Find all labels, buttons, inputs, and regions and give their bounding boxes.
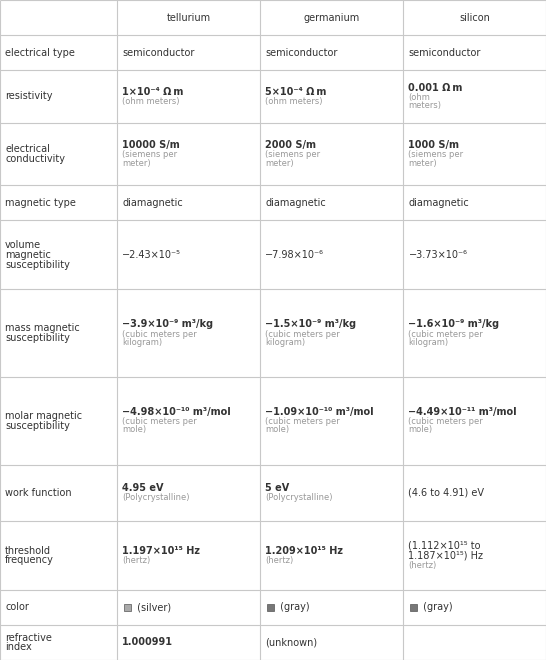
- Text: −4.49×10⁻¹¹ m³/mol: −4.49×10⁻¹¹ m³/mol: [408, 407, 517, 417]
- Text: 1000 S/m: 1000 S/m: [408, 140, 460, 150]
- Text: semiconductor: semiconductor: [122, 48, 195, 57]
- Text: kilogram): kilogram): [408, 338, 449, 346]
- Text: germanium: germanium: [304, 13, 360, 22]
- Text: mass magnetic: mass magnetic: [5, 323, 80, 333]
- Text: diamagnetic: diamagnetic: [408, 198, 469, 208]
- Text: 10000 S/m: 10000 S/m: [122, 140, 180, 150]
- Bar: [124, 604, 132, 611]
- Text: 0.001 Ω m: 0.001 Ω m: [408, 82, 463, 92]
- Text: −3.9×10⁻⁹ m³/kg: −3.9×10⁻⁹ m³/kg: [122, 319, 213, 329]
- Text: −1.09×10⁻¹⁰ m³/mol: −1.09×10⁻¹⁰ m³/mol: [265, 407, 374, 417]
- Text: resistivity: resistivity: [5, 92, 52, 102]
- Text: 1.197×10¹⁵ Hz: 1.197×10¹⁵ Hz: [122, 546, 200, 556]
- Text: refractive: refractive: [5, 632, 52, 643]
- Text: (cubic meters per: (cubic meters per: [265, 329, 340, 339]
- Text: work function: work function: [5, 488, 72, 498]
- Text: (ohm meters): (ohm meters): [122, 97, 180, 106]
- Text: 2000 S/m: 2000 S/m: [265, 140, 317, 150]
- Text: (unknown): (unknown): [265, 638, 318, 647]
- Text: (cubic meters per: (cubic meters per: [122, 329, 197, 339]
- Text: 4.95 eV: 4.95 eV: [122, 483, 164, 493]
- Text: −1.5×10⁻⁹ m³/kg: −1.5×10⁻⁹ m³/kg: [265, 319, 357, 329]
- Text: meter): meter): [408, 158, 437, 168]
- Bar: [411, 604, 418, 611]
- Text: (ohm: (ohm: [408, 93, 430, 102]
- Text: meter): meter): [265, 158, 294, 168]
- Text: diamagnetic: diamagnetic: [122, 198, 183, 208]
- Text: magnetic type: magnetic type: [5, 198, 76, 208]
- Text: 5 eV: 5 eV: [265, 483, 290, 493]
- Text: conductivity: conductivity: [5, 154, 65, 164]
- Text: (1.112×10¹⁵ to: (1.112×10¹⁵ to: [408, 541, 481, 551]
- Text: mole): mole): [408, 425, 432, 434]
- Text: 1.187×10¹⁵) Hz: 1.187×10¹⁵) Hz: [408, 550, 484, 560]
- Text: −3.73×10⁻⁶: −3.73×10⁻⁶: [408, 250, 467, 260]
- Text: (4.6 to 4.91) eV: (4.6 to 4.91) eV: [408, 488, 484, 498]
- Text: frequency: frequency: [5, 555, 54, 566]
- Text: kilogram): kilogram): [122, 338, 163, 346]
- Text: −4.98×10⁻¹⁰ m³/mol: −4.98×10⁻¹⁰ m³/mol: [122, 407, 231, 417]
- Text: 1.000991: 1.000991: [122, 638, 174, 647]
- Text: electrical type: electrical type: [5, 48, 75, 57]
- Text: 5×10⁻⁴ Ω m: 5×10⁻⁴ Ω m: [265, 86, 327, 96]
- Text: (siemens per: (siemens per: [122, 150, 177, 160]
- Text: (siemens per: (siemens per: [408, 150, 464, 160]
- Text: (cubic meters per: (cubic meters per: [408, 329, 483, 339]
- Bar: [268, 604, 275, 611]
- Text: susceptibility: susceptibility: [5, 259, 70, 270]
- Text: (cubic meters per: (cubic meters per: [265, 417, 340, 426]
- Text: (cubic meters per: (cubic meters per: [408, 417, 483, 426]
- Text: silicon: silicon: [459, 13, 490, 22]
- Text: 1×10⁻⁴ Ω m: 1×10⁻⁴ Ω m: [122, 86, 184, 96]
- Text: (Polycrystalline): (Polycrystalline): [265, 493, 333, 502]
- Text: meter): meter): [122, 158, 151, 168]
- Text: mole): mole): [265, 425, 289, 434]
- Text: volume: volume: [5, 240, 41, 250]
- Text: kilogram): kilogram): [265, 338, 306, 346]
- Text: −1.6×10⁻⁹ m³/kg: −1.6×10⁻⁹ m³/kg: [408, 319, 500, 329]
- Text: diamagnetic: diamagnetic: [265, 198, 326, 208]
- Text: −7.98×10⁻⁶: −7.98×10⁻⁶: [265, 250, 324, 260]
- Text: (siemens per: (siemens per: [265, 150, 321, 160]
- Text: semiconductor: semiconductor: [408, 48, 481, 57]
- Text: (cubic meters per: (cubic meters per: [122, 417, 197, 426]
- Text: semiconductor: semiconductor: [265, 48, 338, 57]
- Text: (gray): (gray): [420, 603, 453, 612]
- Text: threshold: threshold: [5, 546, 51, 556]
- Text: tellurium: tellurium: [167, 13, 211, 22]
- Text: molar magnetic: molar magnetic: [5, 411, 82, 421]
- Text: −2.43×10⁻⁵: −2.43×10⁻⁵: [122, 250, 181, 260]
- Text: electrical: electrical: [5, 144, 50, 154]
- Text: (gray): (gray): [277, 603, 310, 612]
- Text: color: color: [5, 603, 29, 612]
- Text: (Polycrystalline): (Polycrystalline): [122, 493, 190, 502]
- Text: (hertz): (hertz): [408, 560, 437, 570]
- Text: 1.209×10¹⁵ Hz: 1.209×10¹⁵ Hz: [265, 546, 343, 556]
- Text: susceptibility: susceptibility: [5, 420, 70, 431]
- Text: (hertz): (hertz): [265, 556, 294, 565]
- Text: susceptibility: susceptibility: [5, 333, 70, 343]
- Text: index: index: [5, 642, 32, 652]
- Text: mole): mole): [122, 425, 146, 434]
- Text: (hertz): (hertz): [122, 556, 151, 565]
- Text: magnetic: magnetic: [5, 250, 51, 260]
- Text: meters): meters): [408, 101, 442, 110]
- Text: (ohm meters): (ohm meters): [265, 97, 323, 106]
- Text: (silver): (silver): [134, 603, 171, 612]
